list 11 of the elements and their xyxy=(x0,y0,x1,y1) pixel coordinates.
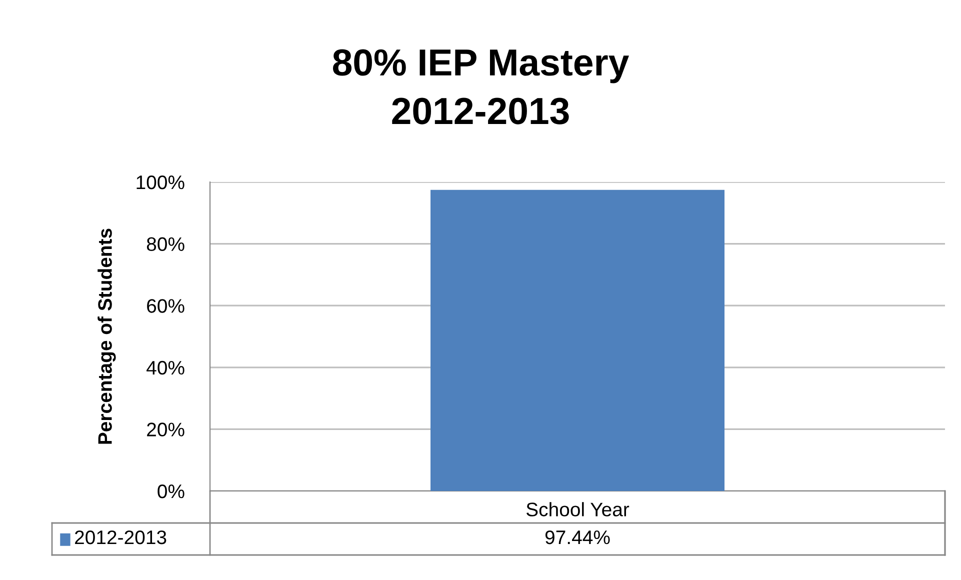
x-tick-label: School Year xyxy=(526,502,630,516)
y-tick-label: 40% xyxy=(146,360,184,375)
y-tick-label: 20% xyxy=(147,422,184,436)
chart-title: 80% IEP Mastery 2012-2013 xyxy=(332,49,630,124)
y-tick-label: 100% xyxy=(136,175,184,190)
y-tick-label: 60% xyxy=(147,299,184,313)
data-label: 97.44% xyxy=(545,530,610,544)
y-tick-label: 80% xyxy=(146,237,184,252)
legend-label: 2012-2013 xyxy=(75,530,166,544)
y-axis-title: Percentage of Students xyxy=(98,228,116,444)
y-tick-label: 0% xyxy=(158,484,184,498)
